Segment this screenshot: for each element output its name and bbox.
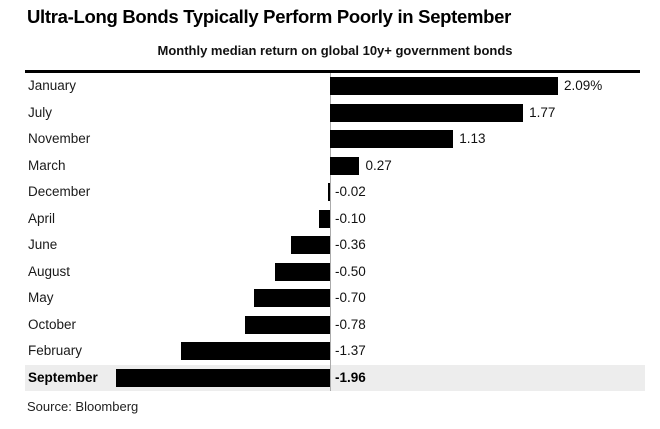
category-label: July [28, 104, 53, 120]
bar-january [330, 77, 559, 96]
bar-april [319, 209, 330, 228]
value-label: -0.10 [335, 210, 366, 226]
category-label: November [28, 131, 91, 146]
value-label: -0.36 [335, 237, 366, 252]
value-label: 2.09% [564, 78, 603, 93]
zero-axis-line [330, 73, 331, 391]
value-label: -1.96 [335, 369, 366, 385]
value-label: -0.78 [335, 316, 366, 332]
bar-row-december: December -0.02 [25, 179, 645, 206]
category-label: March [28, 157, 66, 173]
bar-row-june: June -0.36 [25, 232, 645, 259]
bar-row-february: February -1.37 [25, 338, 645, 365]
value-label: 1.77 [529, 104, 556, 120]
category-label: January [28, 78, 77, 93]
value-label: -0.50 [335, 263, 366, 279]
value-label: -1.37 [335, 343, 366, 358]
bar-july [330, 103, 524, 122]
bar-row-april: April -0.10 [25, 206, 645, 233]
top-axis-rule [25, 70, 640, 73]
bar-row-january: January 2.09% [25, 73, 645, 100]
bar-row-october: October -0.78 [25, 312, 645, 339]
bar-march [330, 156, 360, 175]
bar-august [275, 262, 330, 281]
category-label: October [28, 316, 77, 332]
bar-may [253, 289, 330, 308]
category-label: December [28, 184, 91, 199]
bar-october [244, 315, 330, 334]
bar-february [180, 342, 330, 361]
bar-rows: January 2.09% July 1.77 November 1.13 March 0.2… [25, 73, 645, 391]
category-label: May [28, 290, 54, 305]
category-label: June [28, 237, 58, 252]
bar-row-july: July 1.77 [25, 100, 645, 127]
bar-row-march: March 0.27 [25, 153, 645, 180]
value-label: 1.13 [459, 131, 486, 146]
bar-september [116, 368, 330, 387]
bar-december [327, 183, 330, 202]
bar-row-november: November 1.13 [25, 126, 645, 153]
bar-june [290, 236, 330, 255]
bar-november [330, 130, 454, 149]
category-label: April [28, 210, 56, 226]
value-label: -0.70 [335, 290, 366, 305]
bar-row-september: September -1.96 [25, 364, 645, 391]
category-label: February [28, 343, 83, 358]
category-label: September [28, 369, 98, 385]
chart-title: Ultra-Long Bonds Typically Perform Poorl… [27, 6, 512, 27]
bar-row-august: August -0.50 [25, 259, 645, 286]
bar-chart: January 2.09% July 1.77 November 1.13 March 0.2… [25, 73, 645, 391]
value-label: -0.02 [335, 184, 366, 199]
source-credit: Source: Bloomberg [27, 399, 139, 414]
chart-subtitle: Monthly median return on global 10y+ gov… [157, 43, 513, 58]
category-label: August [28, 263, 71, 279]
value-label: 0.27 [365, 157, 392, 173]
bar-row-may: May -0.70 [25, 285, 645, 312]
